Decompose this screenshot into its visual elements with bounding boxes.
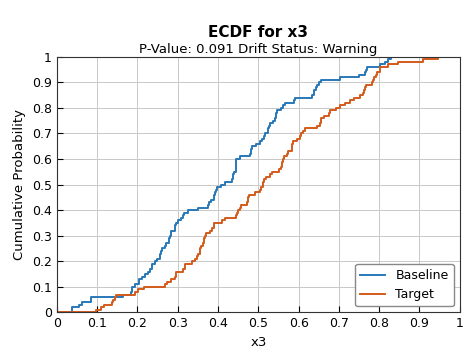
Baseline <box>270 119 276 123</box>
Baseline <box>262 131 268 136</box>
Target <box>246 193 252 197</box>
Target <box>280 157 286 161</box>
Baseline <box>234 157 239 161</box>
Baseline <box>120 293 126 297</box>
Line: Baseline: Baseline <box>57 57 392 312</box>
Baseline <box>54 310 60 315</box>
Target <box>114 293 119 297</box>
Target <box>318 119 323 123</box>
Baseline <box>159 246 164 251</box>
Target <box>54 310 60 315</box>
Y-axis label: Cumulative Probability: Cumulative Probability <box>13 109 27 260</box>
Title: ECDF for x3: ECDF for x3 <box>209 25 308 40</box>
Target <box>435 55 441 59</box>
Line: Target: Target <box>57 57 438 312</box>
X-axis label: x3: x3 <box>250 336 266 349</box>
Baseline <box>211 193 217 197</box>
Target <box>298 131 304 136</box>
Target <box>197 246 203 251</box>
Text: P-Value: 0.091 Drift Status: Warning: P-Value: 0.091 Drift Status: Warning <box>139 43 377 55</box>
Legend: Baseline, Target: Baseline, Target <box>356 264 454 306</box>
Baseline <box>389 55 394 59</box>
